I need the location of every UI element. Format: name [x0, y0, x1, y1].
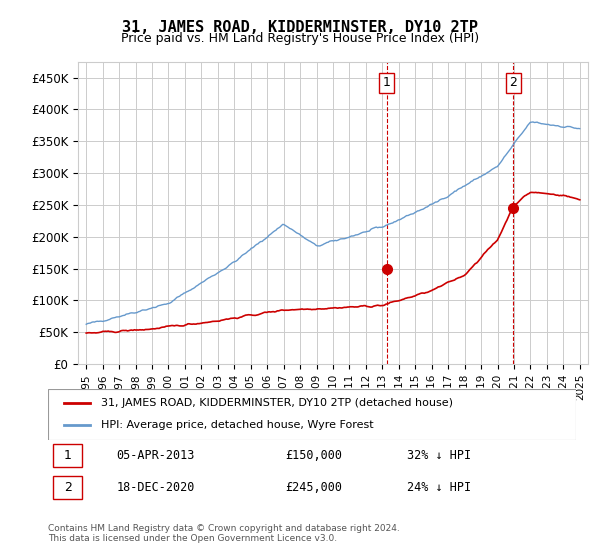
FancyBboxPatch shape [48, 389, 576, 440]
Text: Price paid vs. HM Land Registry's House Price Index (HPI): Price paid vs. HM Land Registry's House … [121, 32, 479, 45]
Text: 24% ↓ HPI: 24% ↓ HPI [407, 482, 471, 494]
Text: 2: 2 [64, 482, 72, 494]
Text: 31, JAMES ROAD, KIDDERMINSTER, DY10 2TP: 31, JAMES ROAD, KIDDERMINSTER, DY10 2TP [122, 20, 478, 35]
Text: 32% ↓ HPI: 32% ↓ HPI [407, 449, 471, 462]
Text: Contains HM Land Registry data © Crown copyright and database right 2024.
This d: Contains HM Land Registry data © Crown c… [48, 524, 400, 543]
Text: 18-DEC-2020: 18-DEC-2020 [116, 482, 195, 494]
Text: £150,000: £150,000 [286, 449, 343, 462]
Text: 1: 1 [64, 449, 72, 462]
FancyBboxPatch shape [53, 444, 82, 467]
Text: 2: 2 [509, 76, 517, 89]
Text: 1: 1 [383, 76, 391, 89]
FancyBboxPatch shape [53, 477, 82, 500]
Text: 31, JAMES ROAD, KIDDERMINSTER, DY10 2TP (detached house): 31, JAMES ROAD, KIDDERMINSTER, DY10 2TP … [101, 398, 453, 408]
Text: HPI: Average price, detached house, Wyre Forest: HPI: Average price, detached house, Wyre… [101, 421, 373, 431]
Text: 05-APR-2013: 05-APR-2013 [116, 449, 195, 462]
Text: £245,000: £245,000 [286, 482, 343, 494]
